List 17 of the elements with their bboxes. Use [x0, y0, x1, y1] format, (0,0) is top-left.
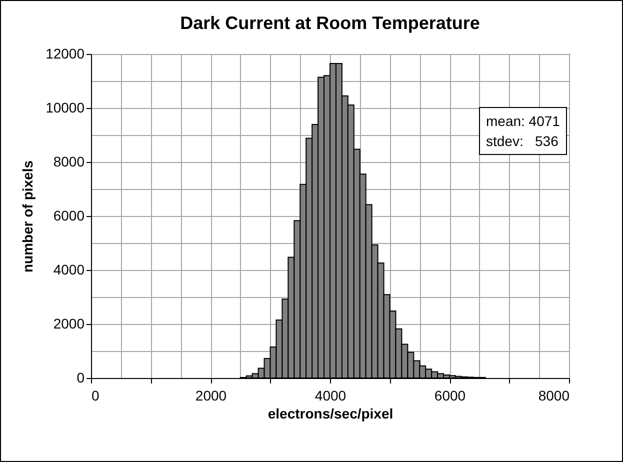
annotation: stdev: 536 [486, 132, 560, 151]
x-tick-label: 2000 [195, 388, 227, 404]
y-tick-label: 10000 [46, 100, 85, 116]
y-axis-title: number of pixels [20, 160, 36, 273]
y-tick-label: 8000 [53, 154, 85, 170]
y-tick-label: 12000 [46, 46, 85, 62]
x-axis-title: electrons/sec/pixel [268, 406, 394, 422]
x-tick-label: 6000 [434, 388, 466, 404]
x-tick-label: 0 [92, 388, 100, 404]
y-tick-label: 2000 [53, 316, 85, 332]
y-tick-label: 4000 [53, 262, 85, 278]
x-tick-label: 4000 [314, 388, 346, 404]
y-tick-label: 0 [76, 370, 85, 386]
annotation: mean: 4071 [486, 112, 560, 131]
x-tick-label: 8000 [538, 388, 570, 404]
y-tick-label: 6000 [53, 208, 85, 224]
chart-title: Dark Current at Room Temperature [180, 13, 480, 33]
